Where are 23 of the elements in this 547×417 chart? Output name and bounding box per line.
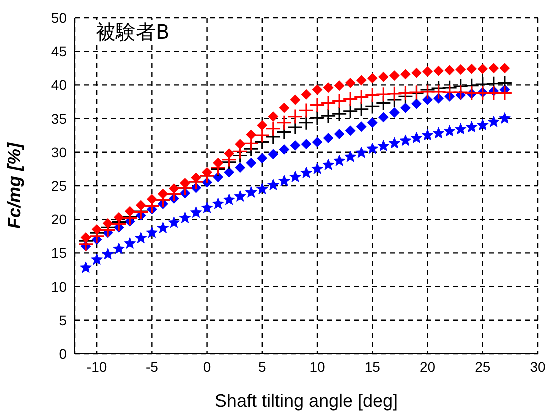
y-axis-title: Fc/mg [%] xyxy=(4,142,24,230)
x-tick-label: -10 xyxy=(86,358,108,375)
x-tick-label: 20 xyxy=(420,358,436,375)
y-tick-label: 0 xyxy=(59,346,68,362)
y-tick-label: 20 xyxy=(51,212,68,228)
x-tick-label: 0 xyxy=(203,358,212,375)
x-tick-label: 15 xyxy=(364,358,381,375)
x-tick-label: 10 xyxy=(310,358,326,375)
chart-title: 被験者B xyxy=(96,20,170,44)
y-tick-label: 50 xyxy=(51,10,68,26)
y-tick-label: 35 xyxy=(51,110,68,127)
y-tick-label: 25 xyxy=(51,178,68,194)
x-tick-label: -5 xyxy=(146,358,159,375)
x-tick-label: 5 xyxy=(258,358,267,375)
x-tick-label: 30 xyxy=(530,358,546,375)
y-tick-label: 45 xyxy=(51,44,68,60)
y-tick-label: 15 xyxy=(51,245,68,262)
x-tick-label: 25 xyxy=(475,358,491,375)
x-axis-title: Shaft tilting angle [deg] xyxy=(214,391,398,411)
y-tick-label: 40 xyxy=(51,77,68,94)
y-tick-label: 5 xyxy=(59,312,68,328)
y-tick-label: 10 xyxy=(51,278,68,295)
y-tick-label: 30 xyxy=(51,144,68,160)
